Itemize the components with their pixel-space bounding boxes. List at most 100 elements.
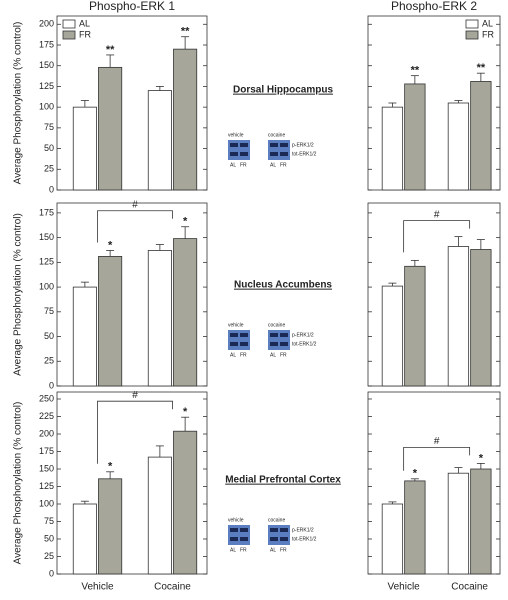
blot-lane: AL <box>230 547 236 553</box>
y-tick-label: 225 <box>39 411 54 421</box>
blot-band-label: tot-ERK1/2 <box>292 151 317 157</box>
blot-band-label: p-ERK1/2 <box>292 332 314 338</box>
y-tick-label: 150 <box>39 463 54 473</box>
bar <box>381 106 404 191</box>
y-axis-label: Average Phosphorylation (% control) <box>13 402 24 565</box>
blot-band <box>280 528 288 532</box>
plot-frame <box>367 391 501 575</box>
blot-band <box>270 152 278 156</box>
bar <box>404 480 426 575</box>
blot-band <box>230 537 238 541</box>
blot-lane: FR <box>240 547 247 553</box>
significance: ** <box>477 62 486 74</box>
blot-lane: AL <box>270 352 276 358</box>
blot-band <box>230 528 238 532</box>
region-label: Nucleus Accumbens <box>234 280 332 291</box>
blot-band <box>270 333 278 337</box>
y-tick-label: 125 <box>39 81 54 91</box>
bar <box>447 472 470 575</box>
blot-lane: FR <box>240 162 247 168</box>
legend-swatch <box>465 19 479 29</box>
blot-band <box>270 143 278 147</box>
y-tick-label: 50 <box>44 331 54 341</box>
legend-swatch <box>465 30 479 40</box>
legend-label: FR <box>79 29 91 39</box>
blot-band <box>270 537 278 541</box>
blot-band-label: tot-ERK1/2 <box>292 536 317 542</box>
bracket <box>403 220 471 253</box>
bar <box>447 102 470 191</box>
bracket <box>97 210 173 243</box>
y-tick-label: 100 <box>39 498 54 508</box>
bar <box>447 246 470 387</box>
blot-band <box>240 143 248 147</box>
blot-group: cocaine <box>268 322 285 328</box>
bracket <box>403 447 471 471</box>
y-tick-label: 200 <box>39 428 54 438</box>
plot-frame <box>56 15 208 191</box>
blot-band <box>240 342 248 346</box>
blot-band <box>280 537 288 541</box>
y-tick-label: 25 <box>44 356 54 366</box>
plot-frame <box>367 202 501 387</box>
blot-band <box>270 528 278 532</box>
bar <box>72 286 97 387</box>
blot-band <box>280 152 288 156</box>
blot-lane: FR <box>280 162 287 168</box>
plot-frame <box>56 391 208 575</box>
legend-swatch <box>62 30 76 40</box>
bar <box>98 478 123 575</box>
y-tick-label: 0 <box>49 568 54 578</box>
y-tick-label: 50 <box>44 533 54 543</box>
significance: * <box>183 406 188 418</box>
blot-lane: AL <box>270 162 276 168</box>
blot-band <box>230 342 238 346</box>
blot-band <box>230 143 238 147</box>
x-tick-label: Vehicle <box>81 582 114 593</box>
significance: * <box>183 216 188 228</box>
bar <box>470 81 492 191</box>
y-tick-label: 200 <box>39 19 54 29</box>
blot-band <box>240 152 248 156</box>
legend-label: AL <box>482 18 493 28</box>
bar <box>381 503 404 575</box>
blot-lane: FR <box>240 352 247 358</box>
bar <box>98 256 123 387</box>
blot-lane: AL <box>230 162 236 168</box>
legend-label: AL <box>79 18 90 28</box>
y-tick-label: 150 <box>39 60 54 70</box>
y-tick-label: 125 <box>39 257 54 267</box>
bar <box>173 430 198 575</box>
significance: ** <box>411 65 420 77</box>
y-tick-label: 75 <box>44 306 54 316</box>
bar <box>404 83 426 191</box>
bar <box>404 265 426 387</box>
plot-frame <box>367 15 501 191</box>
blot-band-label: p-ERK1/2 <box>292 142 314 148</box>
y-tick-label: 125 <box>39 481 54 491</box>
blot-band <box>240 528 248 532</box>
y-tick-label: 25 <box>44 551 54 561</box>
blot-lane: AL <box>270 547 276 553</box>
bar <box>470 468 492 575</box>
bar <box>173 238 198 387</box>
legend-label: FR <box>482 29 494 39</box>
blot-group: vehicle <box>228 132 244 138</box>
chart-title: Phospho-ERK 1 <box>89 0 175 13</box>
blot-band <box>240 333 248 337</box>
region-label: Medial Prefrontal Cortex <box>225 475 341 486</box>
y-tick-label: 175 <box>39 446 54 456</box>
bar <box>147 456 172 575</box>
bar <box>147 250 172 387</box>
y-tick-label: 100 <box>39 102 54 112</box>
y-tick-label: 0 <box>49 380 54 390</box>
bar <box>173 48 198 191</box>
y-tick-label: 175 <box>39 39 54 49</box>
blot-band <box>280 342 288 346</box>
significance: * <box>479 452 484 464</box>
bracket <box>97 400 173 464</box>
bar <box>381 285 404 387</box>
y-tick-label: 50 <box>44 143 54 153</box>
blot-group: cocaine <box>268 132 285 138</box>
